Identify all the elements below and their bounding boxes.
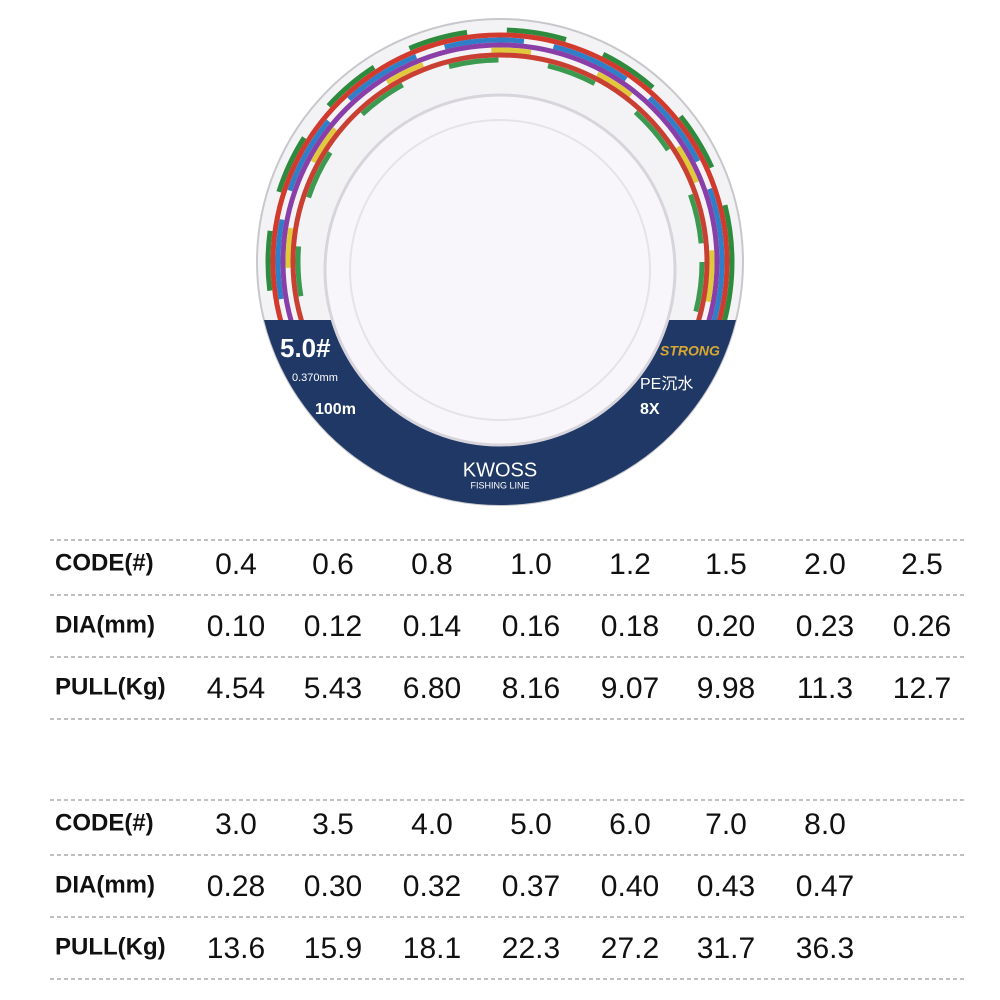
cell-value: 4.54 <box>207 672 265 705</box>
spool: 5.0# 0.370mm 100m STRONG PE沉水 8X KWOSS F… <box>256 18 744 506</box>
cell-value: 22.3 <box>502 932 560 965</box>
cell-value: 12.7 <box>893 672 951 705</box>
cell-value: 0.18 <box>601 610 659 643</box>
spool-logo: KWOSS <box>463 459 537 481</box>
cell-value: 27.2 <box>601 932 659 965</box>
row-label: DIA(mm) <box>55 871 155 898</box>
spool-inner-ring <box>349 119 651 421</box>
spool-length: 100m <box>315 401 356 418</box>
cell-value: 0.4 <box>215 548 257 581</box>
cell-value: 1.2 <box>609 548 651 581</box>
spool-strands: 8X <box>640 401 660 418</box>
spool-brand-tag: STRONG <box>660 343 720 359</box>
cell-value: 2.0 <box>804 548 846 581</box>
cell-value: 0.26 <box>893 610 951 643</box>
cell-value: 0.47 <box>796 870 854 903</box>
cell-value: 0.28 <box>207 870 265 903</box>
cell-value: 31.7 <box>697 932 755 965</box>
spool-window <box>323 93 677 447</box>
cell-value: 0.16 <box>502 610 560 643</box>
cell-value: 36.3 <box>796 932 854 965</box>
cell-value: 0.10 <box>207 610 265 643</box>
cell-value: 0.40 <box>601 870 659 903</box>
cell-value: 0.14 <box>403 610 461 643</box>
cell-value: 18.1 <box>403 932 461 965</box>
cell-value: 0.37 <box>502 870 560 903</box>
row-label: PULL(Kg) <box>55 933 166 960</box>
cell-value: 6.0 <box>609 808 651 841</box>
cell-value: 1.5 <box>705 548 747 581</box>
cell-value: 11.3 <box>797 672 853 705</box>
cell-value: 13.6 <box>207 932 265 965</box>
cell-value: 0.8 <box>411 548 453 581</box>
spool-kind: PE沉水 <box>640 375 693 393</box>
spool-diameter: 0.370mm <box>292 372 338 384</box>
cell-value: 1.0 <box>510 548 552 581</box>
cell-value: 9.07 <box>601 672 659 705</box>
cell-value: 5.0 <box>510 808 552 841</box>
row-label: DIA(mm) <box>55 611 155 638</box>
row-label: PULL(Kg) <box>55 673 166 700</box>
cell-value: 0.23 <box>796 610 854 643</box>
cell-value: 8.16 <box>502 672 560 705</box>
row-label: CODE(#) <box>55 549 154 576</box>
cell-value: 4.0 <box>411 808 453 841</box>
cell-value: 9.98 <box>697 672 755 705</box>
cell-value: 0.20 <box>697 610 755 643</box>
spool-code: 5.0# <box>280 333 331 363</box>
cell-value: 3.0 <box>215 808 257 841</box>
cell-value: 0.6 <box>312 548 354 581</box>
spool-logo-sub: FISHING LINE <box>470 480 529 490</box>
cell-value: 0.30 <box>304 870 362 903</box>
row-label: CODE(#) <box>55 809 154 836</box>
cell-value: 0.43 <box>697 870 755 903</box>
cell-value: 0.12 <box>304 610 362 643</box>
cell-value: 3.5 <box>312 808 354 841</box>
cell-value: 5.43 <box>304 672 362 705</box>
cell-value: 8.0 <box>804 808 846 841</box>
cell-value: 0.32 <box>403 870 461 903</box>
cell-value: 15.9 <box>304 932 362 965</box>
cell-value: 6.80 <box>403 672 461 705</box>
cell-value: 2.5 <box>901 548 943 581</box>
cell-value: 7.0 <box>705 808 747 841</box>
